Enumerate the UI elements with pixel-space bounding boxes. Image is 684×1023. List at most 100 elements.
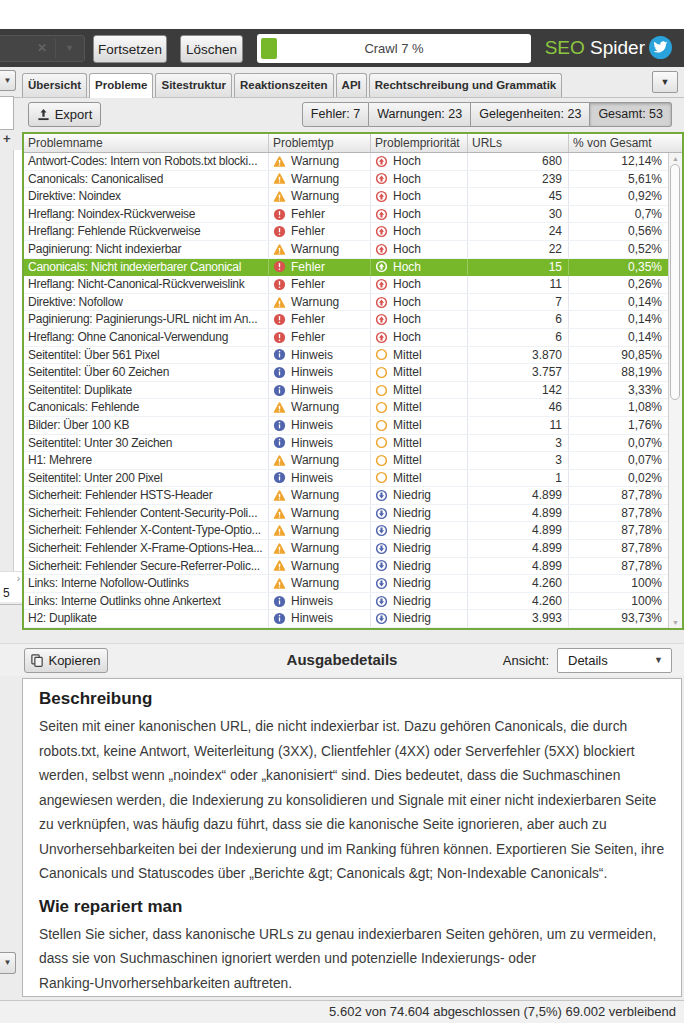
issue-priority: Hoch: [371, 311, 468, 328]
issue-row[interactable]: Paginierung: Nicht indexierbarWarnungHoc…: [24, 241, 682, 259]
issue-urls: 4.899: [468, 522, 569, 539]
copy-button[interactable]: Kopieren: [24, 648, 108, 673]
priority-high-icon: [375, 190, 388, 203]
warning-icon: [273, 296, 286, 309]
issue-row[interactable]: Seitentitel: Unter 200 PixelHinweisMitte…: [24, 470, 682, 488]
howtofix-heading: Wie repariert man: [39, 897, 665, 917]
issue-row[interactable]: Seitentitel: Über 60 ZeichenHinweisMitte…: [24, 364, 682, 382]
tab-overflow-dropdown[interactable]: ▼: [652, 71, 678, 93]
column-header[interactable]: % von Gesamt: [569, 134, 668, 152]
issue-percent: 3,33%: [569, 382, 668, 399]
info-icon: [273, 595, 286, 608]
issue-row[interactable]: Sicherheit: Fehlender Secure-Referrer-Po…: [24, 558, 682, 576]
error-icon: [273, 260, 286, 273]
issue-percent: 12,14%: [569, 153, 668, 170]
resume-button[interactable]: Fortsetzen: [93, 35, 167, 63]
issue-urls: 3.993: [468, 610, 569, 627]
issue-row[interactable]: Links: Interne Nofollow-OutlinksWarnungN…: [24, 575, 682, 593]
issue-row[interactable]: Canonicals: CanonicalisedWarnungHoch2395…: [24, 171, 682, 189]
tab-übersicht[interactable]: Übersicht: [22, 73, 87, 97]
tab-api[interactable]: API: [336, 73, 367, 97]
issue-row[interactable]: Direktive: NoindexWarnungHoch450,92%: [24, 188, 682, 206]
export-button[interactable]: Export: [28, 102, 101, 127]
issue-name: Hreflang: Fehlende Rückverweise: [24, 223, 269, 240]
issue-row[interactable]: Direktive: NofollowWarnungHoch70,14%: [24, 294, 682, 312]
clear-url-icon[interactable]: ✕: [37, 41, 47, 55]
column-header[interactable]: Problemtyp: [269, 134, 371, 152]
left-pane-add-tab-icon[interactable]: +: [3, 131, 11, 146]
issue-row[interactable]: Sicherheit: Fehlender X-Content-Type-Opt…: [24, 522, 682, 540]
issue-row[interactable]: Hreflang: Fehlende RückverweiseFehlerHoc…: [24, 223, 682, 241]
issue-row[interactable]: Seitentitel: DuplikateHinweisMittel1423,…: [24, 382, 682, 400]
column-header[interactable]: URLs: [468, 134, 569, 152]
issue-row[interactable]: Hreflang: Nicht-Canonical-Rückverweislin…: [24, 276, 682, 294]
left-pane-dropdown-sliver[interactable]: ▼: [0, 70, 16, 91]
issue-name: Sicherheit: Fehlender X-Content-Type-Opt…: [24, 522, 269, 539]
issue-priority: Mittel: [371, 364, 468, 381]
issue-type: Warnung: [269, 171, 371, 188]
issue-row[interactable]: Paginierung: Paginierungs-URL nicht im A…: [24, 311, 682, 329]
issue-urls: 3: [468, 452, 569, 469]
issue-percent: 93,73%: [569, 610, 668, 627]
issue-row[interactable]: Links: Interne Outlinks ohne AnkertextHi…: [24, 593, 682, 611]
issue-row[interactable]: H1: MehrereWarnungMittel30,07%: [24, 452, 682, 470]
table-scrollbar[interactable]: ▲ ▼: [668, 153, 682, 628]
issue-row[interactable]: Antwort-Codes: Intern von Robots.txt blo…: [24, 153, 682, 171]
priority-medium-icon: [375, 454, 388, 467]
issue-row[interactable]: Canonicals: FehlendeWarnungMittel461,08%: [24, 399, 682, 417]
chevron-down-icon: ▼: [654, 649, 663, 672]
issue-row[interactable]: H2: DuplikateHinweisNiedrig3.99393,73%: [24, 610, 682, 628]
issue-priority: Hoch: [371, 276, 468, 293]
url-history-dropdown-icon[interactable]: ▼: [65, 43, 74, 53]
description-heading: Beschreibung: [39, 689, 665, 709]
issue-row[interactable]: Hreflang: Noindex-RückverweiseFehlerHoch…: [24, 206, 682, 224]
segment-fehler[interactable]: Fehler: 7: [302, 102, 369, 127]
left-pane-bottom-dropdown-sliver[interactable]: ▼: [0, 952, 16, 974]
issue-name: Canonicals: Nicht indexierbarer Canonica…: [24, 259, 269, 276]
issue-percent: 90,85%: [569, 347, 668, 364]
scrollbar-thumb[interactable]: [670, 164, 680, 400]
tab-sitestruktur[interactable]: Sitestruktur: [155, 73, 232, 97]
issue-type: Fehler: [269, 329, 371, 346]
left-pane-input-sliver[interactable]: [0, 96, 14, 130]
issue-type: Warnung: [269, 153, 371, 170]
column-header[interactable]: Problempriorität: [371, 134, 468, 152]
priority-low-icon: [375, 559, 388, 572]
twitter-icon[interactable]: [649, 36, 672, 59]
tab-probleme[interactable]: Probleme: [89, 73, 153, 98]
segment-gesamt[interactable]: Gesamt: 53: [590, 102, 672, 127]
issue-row[interactable]: Hreflang: Ohne Canonical-VerwendungFehle…: [24, 329, 682, 347]
url-clear-control[interactable]: ✕ ▼: [0, 35, 85, 62]
issue-percent: 0,7%: [569, 206, 668, 223]
segment-gelegenheiten[interactable]: Gelegenheiten: 23: [471, 102, 590, 127]
priority-medium-icon: [375, 436, 388, 449]
issue-row-selected[interactable]: Canonicals: Nicht indexierbarer Canonica…: [24, 259, 682, 277]
segment-warnungen[interactable]: Warnungen: 23: [369, 102, 471, 127]
issue-percent: 0,52%: [569, 241, 668, 258]
priority-low-icon: [375, 612, 388, 625]
window-top-strip: [0, 0, 684, 29]
issue-row[interactable]: Bilder: Über 100 KBHinweisMittel111,76%: [24, 417, 682, 435]
scroll-up-icon[interactable]: ▲: [669, 155, 682, 162]
column-header[interactable]: Problemname: [24, 134, 269, 152]
issue-name: Sicherheit: Fehlender HSTS-Header: [24, 487, 269, 504]
issue-percent: 87,78%: [569, 522, 668, 539]
issue-type: Warnung: [269, 188, 371, 205]
tab-reaktionszeiten[interactable]: Reaktionszeiten: [234, 73, 334, 97]
left-pane-divider: [0, 604, 22, 605]
issue-percent: 87,78%: [569, 505, 668, 522]
warning-icon: [273, 190, 286, 203]
issue-urls: 3: [468, 435, 569, 452]
view-dropdown[interactable]: Details▼: [557, 648, 672, 673]
issue-row[interactable]: Sicherheit: Fehlender HSTS-HeaderWarnung…: [24, 487, 682, 505]
scroll-down-icon[interactable]: ▼: [669, 619, 682, 626]
issue-type: Hinweis: [269, 593, 371, 610]
clear-crawl-button[interactable]: Löschen: [180, 35, 243, 63]
priority-high-icon: [375, 260, 388, 273]
issue-row[interactable]: Seitentitel: Über 561 PixelHinweisMittel…: [24, 347, 682, 365]
issue-row[interactable]: Seitentitel: Unter 30 ZeichenHinweisMitt…: [24, 435, 682, 453]
issue-row[interactable]: Sicherheit: Fehlender Content-Security-P…: [24, 505, 682, 523]
issue-row[interactable]: Sicherheit: Fehlender X-Frame-Options-He…: [24, 540, 682, 558]
tab-rechtschreibung-und-grammatik[interactable]: Rechtschreibung und Grammatik: [369, 73, 562, 97]
chevron-right-icon[interactable]: ›: [17, 573, 20, 584]
